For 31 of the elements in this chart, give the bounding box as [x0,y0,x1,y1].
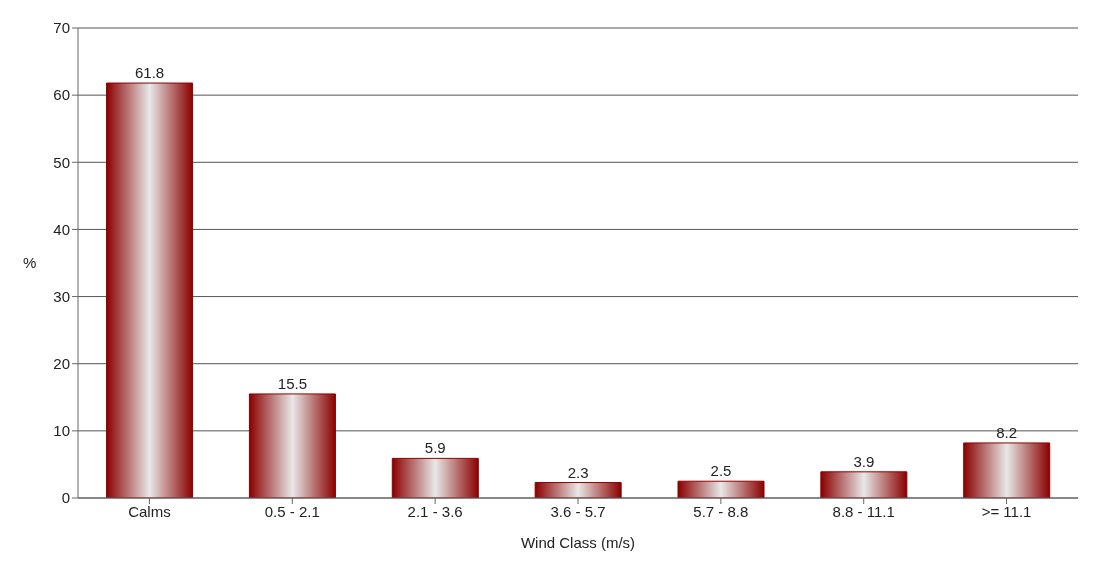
x-tick-label: 5.7 - 8.8 [693,502,749,520]
x-tick-label: 8.8 - 11.1 [832,502,895,520]
data-label: 5.9 [424,439,446,457]
x-tick-label: 0.5 - 2.1 [264,502,320,520]
bar [248,393,336,498]
data-label: 61.8 [134,64,165,82]
x-tick-label: Calms [128,502,171,520]
bar [534,482,622,498]
y-tick-label: 30 [53,287,70,305]
x-tick-label: 2.1 - 3.6 [407,502,463,520]
x-axis-title: Wind Class (m/s) [520,534,636,551]
bar [106,82,194,498]
bar [677,480,765,498]
y-tick-label: 40 [53,220,70,238]
y-tick-label: 0 [61,489,70,507]
y-tick-label: 50 [53,153,70,171]
x-tick-label: 3.6 - 5.7 [550,502,606,520]
y-axis-title: % [23,254,37,272]
y-tick-label: 10 [53,422,70,440]
data-label: 2.5 [710,462,732,480]
y-tick-label: 20 [53,355,70,373]
x-tick-label: >= 11.1 [981,502,1032,520]
bar [820,471,908,498]
data-label: 2.3 [567,463,589,481]
data-label: 3.9 [853,452,875,470]
y-tick-label: 60 [53,86,70,104]
bar [391,457,479,498]
bar [963,442,1051,498]
data-label: 8.2 [996,423,1018,441]
data-label: 15.5 [277,374,308,392]
y-tick-label: 70 [53,19,70,37]
